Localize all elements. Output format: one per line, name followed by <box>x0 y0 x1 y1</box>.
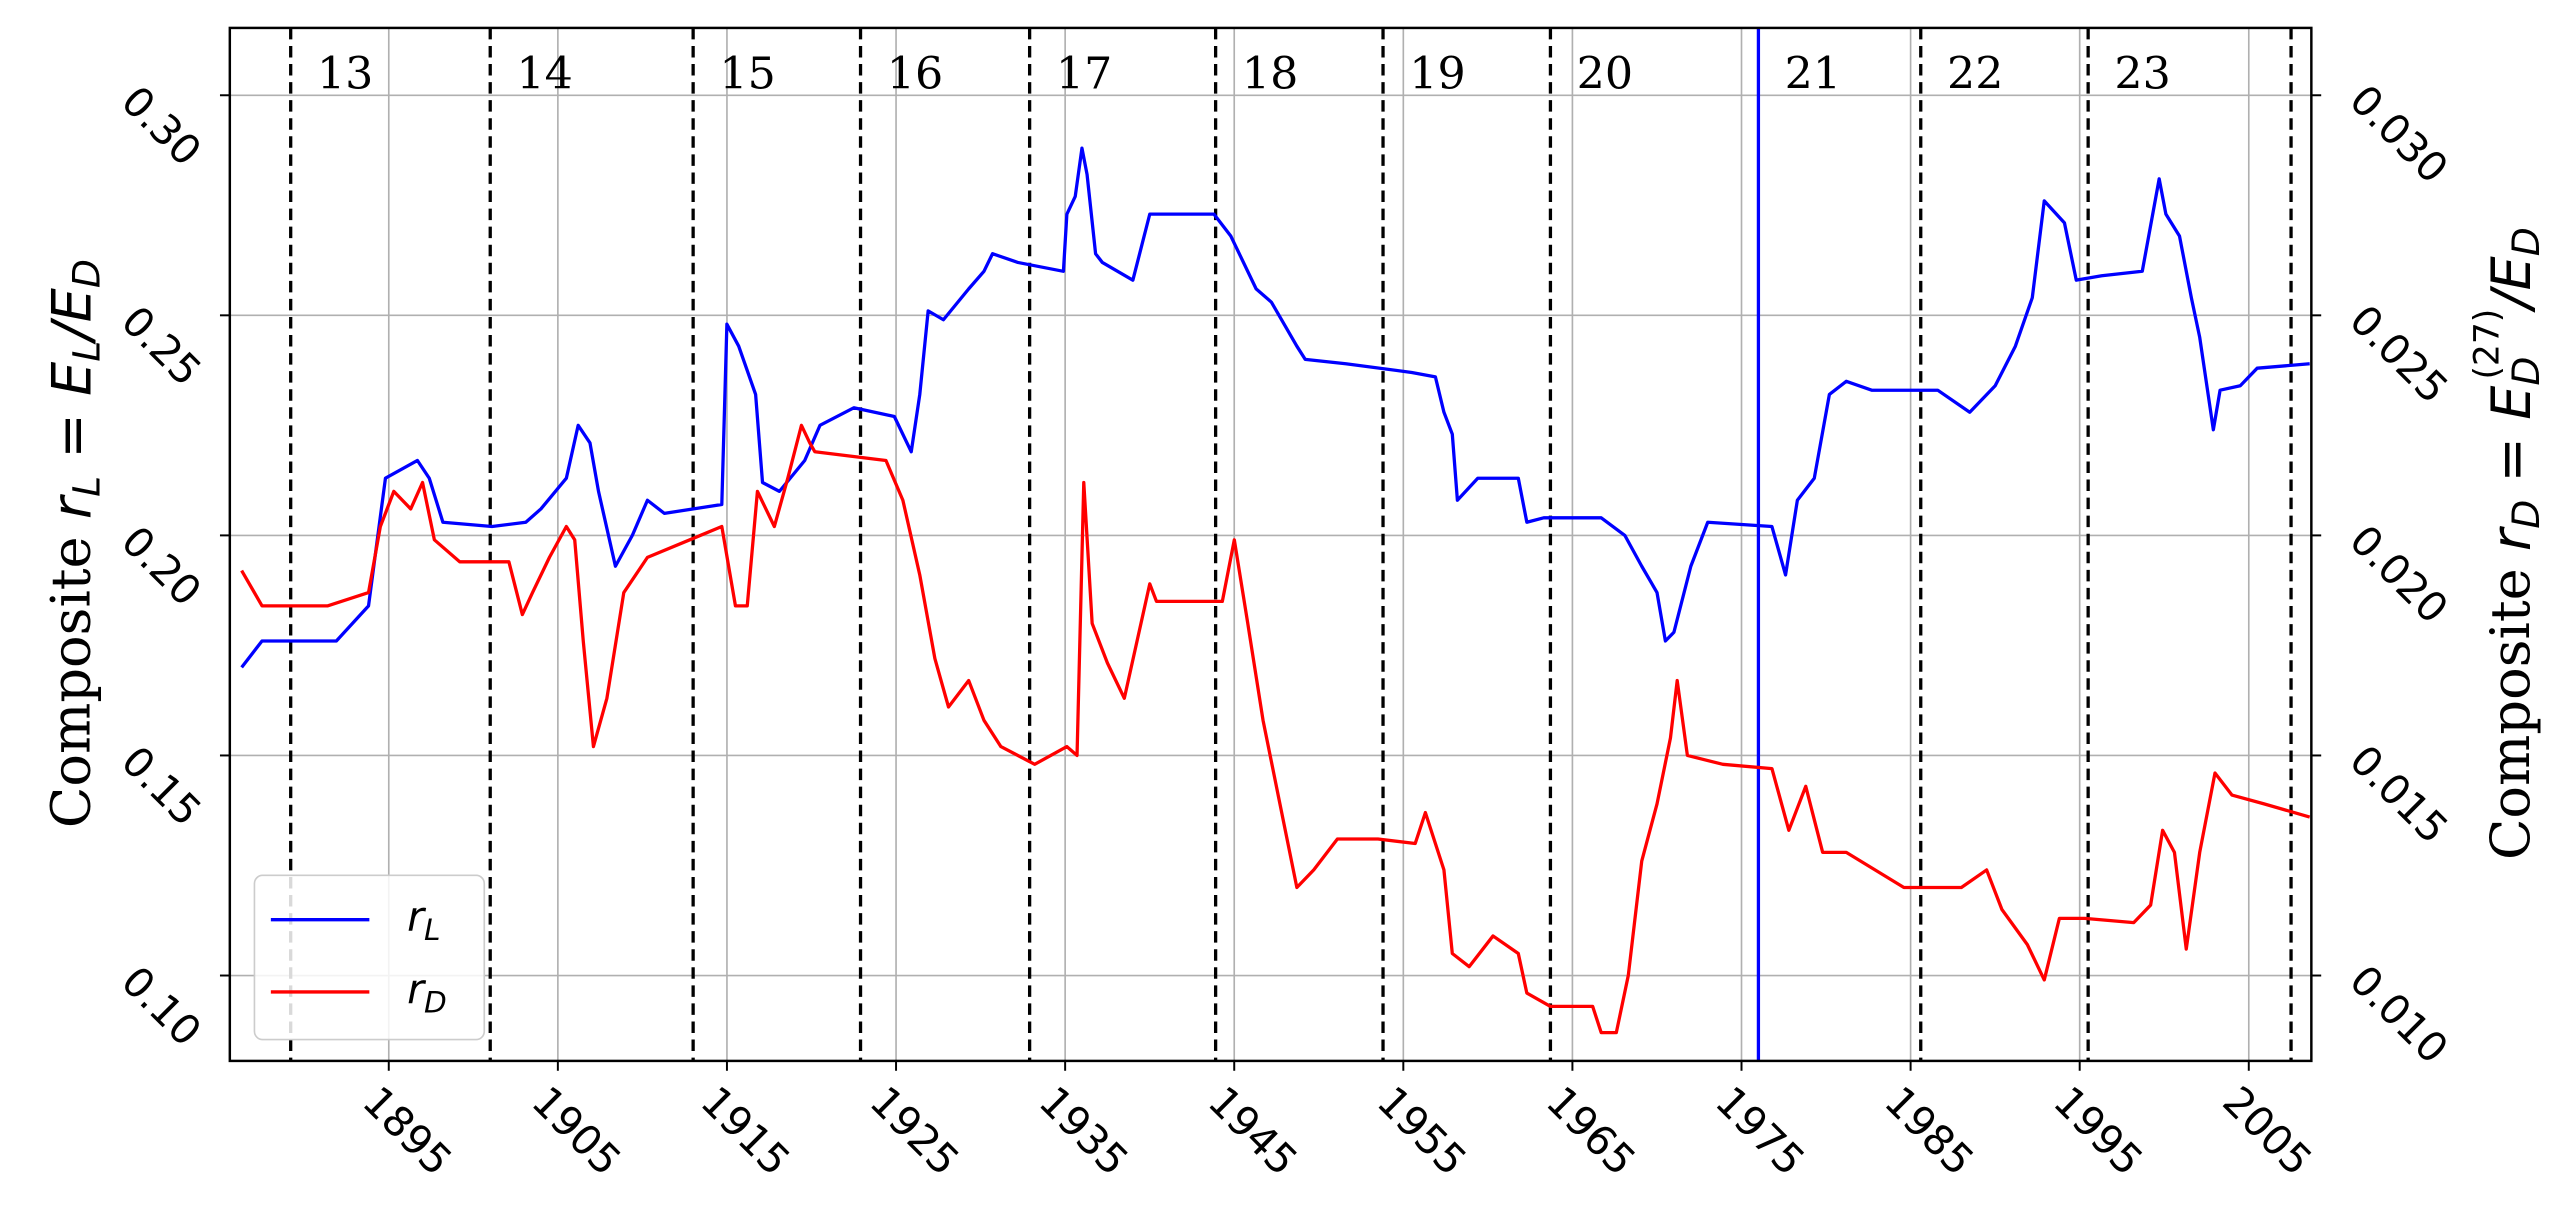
cycle-label: 15 <box>719 49 775 100</box>
cycle-label: 16 <box>887 49 943 100</box>
cycle-label: 22 <box>1947 49 2003 100</box>
label-part: E <box>40 361 103 396</box>
series-line <box>240 423 2311 1035</box>
x-tick-label: 1965 <box>1537 1077 1645 1185</box>
label-part: r <box>40 493 103 519</box>
label-part: r <box>2480 525 2543 551</box>
axes-frame <box>228 26 2313 1063</box>
x-tick-label: 1995 <box>2044 1077 2152 1185</box>
cycle-label: 14 <box>516 49 572 100</box>
label-part: = <box>2480 420 2543 500</box>
x-tick-label: 2005 <box>2213 1077 2321 1185</box>
cycle-label: 17 <box>1056 49 1112 100</box>
label-part: Composite <box>2479 551 2542 860</box>
label-part: L <box>64 476 108 497</box>
y2-axis-label: Composite rD = ED(27)/ED <box>2467 227 2547 860</box>
y2-tick-label: 0.025 <box>2340 296 2457 413</box>
y-tick-label: 0.10 <box>112 957 211 1056</box>
y-tick-label: 0.30 <box>112 77 211 176</box>
label-part: Composite <box>40 519 103 828</box>
cycle-label: 20 <box>1577 49 1633 100</box>
x-tick-label: 1935 <box>1030 1077 1138 1185</box>
label-part: D <box>2504 227 2548 256</box>
y-tick-label: 0.15 <box>112 737 211 836</box>
legend-label: rL <box>407 893 440 947</box>
label-part: D <box>64 259 108 288</box>
x-tick-label: 1905 <box>523 1077 631 1185</box>
cycle-label: 19 <box>1409 49 1465 100</box>
y2-tick-label: 0.020 <box>2340 516 2457 633</box>
x-tick-label: 1975 <box>1706 1077 1814 1185</box>
label-part: E <box>40 287 103 322</box>
x-tick-label: 1985 <box>1875 1077 1983 1185</box>
y-tick-label: 0.20 <box>112 517 211 616</box>
legend-name: r <box>407 965 426 1013</box>
x-tick-label: 1925 <box>861 1077 969 1185</box>
legend-subscript: D <box>424 985 447 1019</box>
y2-tick-label: 0.010 <box>2340 956 2457 1073</box>
cycle-label: 21 <box>1785 49 1841 100</box>
plot-area: 13 14 15 16 17 18 19 20 21 22 23 <box>240 27 2311 1061</box>
y2-tick-label: 0.015 <box>2340 736 2457 853</box>
legend-name: r <box>407 893 426 941</box>
label-part: (27) <box>2467 309 2507 380</box>
label-part: D <box>2504 500 2548 529</box>
x-tick-label: 1945 <box>1199 1077 1307 1185</box>
cycle-label: 18 <box>1242 49 1298 100</box>
x-tick-label: 1915 <box>692 1077 800 1185</box>
y2-tick-label: 0.030 <box>2340 76 2457 193</box>
label-part: E <box>2480 255 2543 290</box>
label-part: L <box>64 341 108 362</box>
legend-box <box>253 874 486 1041</box>
label-part: D <box>2504 357 2548 386</box>
y-axis-label: Composite rL = EL/ED <box>40 259 109 828</box>
series-line <box>240 146 2310 669</box>
label-part: E <box>2480 385 2543 420</box>
cycle-label: 13 <box>317 49 373 100</box>
x-tick-label: 1895 <box>353 1077 461 1185</box>
legend-label: rD <box>407 965 447 1019</box>
label-part: = <box>40 396 103 476</box>
legend-subscript: L <box>424 913 440 947</box>
x-tick-label: 1955 <box>1368 1077 1476 1185</box>
y-tick-label: 0.25 <box>112 297 211 396</box>
cycle-label: 23 <box>2114 49 2170 100</box>
